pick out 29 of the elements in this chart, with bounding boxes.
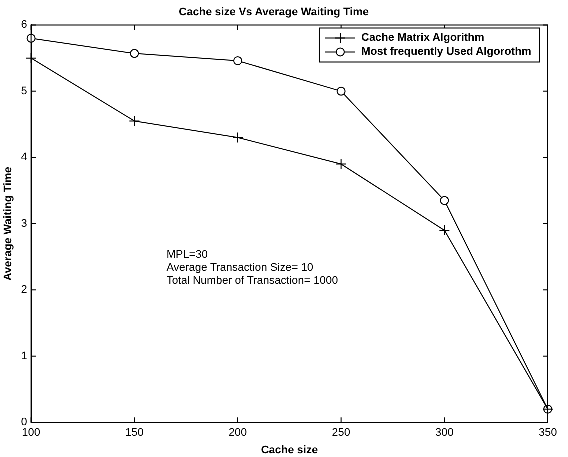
point <box>233 56 242 66</box>
annotation: Average Transaction Size= 10 <box>166 262 314 274</box>
x-tick-label: 250 <box>332 427 351 440</box>
y-tick-label: 1 <box>21 350 28 362</box>
chart-title: Cache size Vs Average Waiting Time <box>179 6 369 19</box>
x-tick-label: 200 <box>228 427 248 440</box>
y-tick-label: 0 <box>21 416 28 429</box>
x-axis-title: Cache size <box>261 444 318 456</box>
point <box>336 158 347 170</box>
y-tick-label: 6 <box>21 19 28 32</box>
y-tick-label: 4 <box>21 152 28 164</box>
point <box>336 86 346 96</box>
y-tick-label: 3 <box>21 218 28 230</box>
y-axis-title: Average Waiting Time <box>2 166 15 281</box>
point <box>129 116 140 127</box>
x-tick-label: 100 <box>22 427 40 440</box>
legend-label: Most frequently Used Algorothm <box>361 46 532 58</box>
x-tick-label: 150 <box>125 427 144 440</box>
x-tick-label: 300 <box>435 427 454 440</box>
y-tick-label: 2 <box>21 284 28 296</box>
point <box>440 196 450 206</box>
legend-label: Cache Matrix Algorithm <box>361 32 485 44</box>
point <box>232 132 244 144</box>
point <box>130 49 140 58</box>
x-tick-label: 350 <box>538 427 558 440</box>
point <box>439 225 450 236</box>
y-tick-label: 5 <box>21 85 28 98</box>
annotation: Total Number of Transaction= 1000 <box>166 274 338 287</box>
annotation: MPL=30 <box>166 248 208 261</box>
